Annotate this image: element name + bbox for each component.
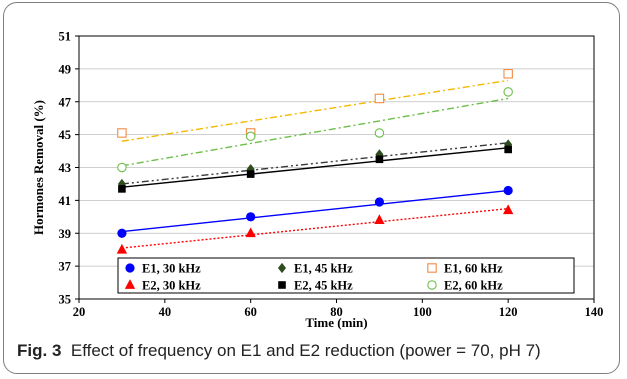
data-point (374, 197, 385, 207)
data-point (374, 214, 385, 225)
data-point (503, 204, 514, 215)
x-tick-label: 40 (159, 305, 172, 319)
legend-label: E2, 60 kHz (444, 279, 503, 293)
trend-line (121, 189, 509, 233)
x-tick-label: 140 (585, 305, 604, 319)
x-axis-title: Time (min) (305, 315, 367, 330)
x-tick-label: 100 (413, 305, 432, 319)
legend-marker (124, 279, 136, 289)
data-point (117, 128, 127, 138)
x-tick-label: 80 (330, 305, 343, 319)
y-tick-label: 37 (59, 260, 72, 274)
data-point (117, 162, 127, 173)
legend: E1, 30 kHz E1, 45 kHz E1, 60 kHz E2, 30 kHz… (117, 257, 575, 294)
data-points (116, 69, 514, 254)
grid-lines (79, 68, 594, 267)
legend-marker (277, 262, 287, 274)
caption-text: Effect of frequency on E1 and E2 reducti… (70, 341, 541, 360)
y-tick-labels: 35 37 39 41 43 45 47 49 51 (59, 30, 79, 307)
y-tick-label: 45 (59, 128, 72, 142)
trend-line (121, 97, 509, 167)
legend-label: E2, 30 kHz (142, 279, 201, 293)
y-tick-label: 47 (59, 95, 72, 109)
trend-lines (121, 79, 509, 249)
data-point (374, 128, 385, 138)
figure-caption: Fig. 3 Effect of frequency on E1 and E2 … (17, 341, 541, 361)
y-tick-label: 51 (59, 30, 72, 44)
legend-box (117, 257, 575, 294)
data-point (503, 69, 513, 79)
data-point (116, 243, 128, 254)
data-point (375, 155, 384, 164)
data-point (118, 185, 126, 193)
legend-label: E1, 45 kHz (294, 262, 353, 276)
data-point (246, 170, 255, 178)
y-tick-label: 49 (59, 62, 72, 76)
y-tick-label: 43 (59, 161, 72, 175)
figure-card (3, 2, 620, 374)
data-point (246, 212, 256, 222)
data-point (117, 228, 127, 238)
y-tick-label: 41 (59, 194, 72, 208)
trend-line (121, 79, 509, 142)
data-point (504, 145, 512, 154)
data-point (245, 227, 256, 238)
legend-marker (278, 281, 286, 289)
trend-line (121, 207, 509, 249)
legend-marker (427, 280, 437, 290)
data-point (245, 131, 256, 142)
x-tick-label: 120 (499, 305, 518, 319)
legend-label: E2, 45 kHz (294, 279, 353, 293)
data-point (503, 185, 513, 196)
x-tick-label: 60 (244, 305, 257, 319)
trend-line (121, 147, 509, 188)
x-tick-labels: 20 40 60 80 100 120 140 (73, 299, 604, 319)
legend-marker (125, 263, 135, 273)
data-point (374, 93, 385, 104)
trend-line (121, 142, 509, 185)
legend-label: E1, 60 kHz (444, 262, 503, 276)
x-tick-label: 20 (73, 305, 86, 319)
data-point (503, 87, 513, 97)
legend-label: E1, 30 kHz (142, 262, 201, 276)
legend-marker (427, 263, 437, 273)
y-tick-label: 35 (59, 293, 72, 307)
y-tick-label: 39 (59, 227, 72, 241)
caption-label: Fig. 3 (17, 341, 62, 360)
y-axis-title: Hormones Removal (%) (31, 100, 46, 235)
